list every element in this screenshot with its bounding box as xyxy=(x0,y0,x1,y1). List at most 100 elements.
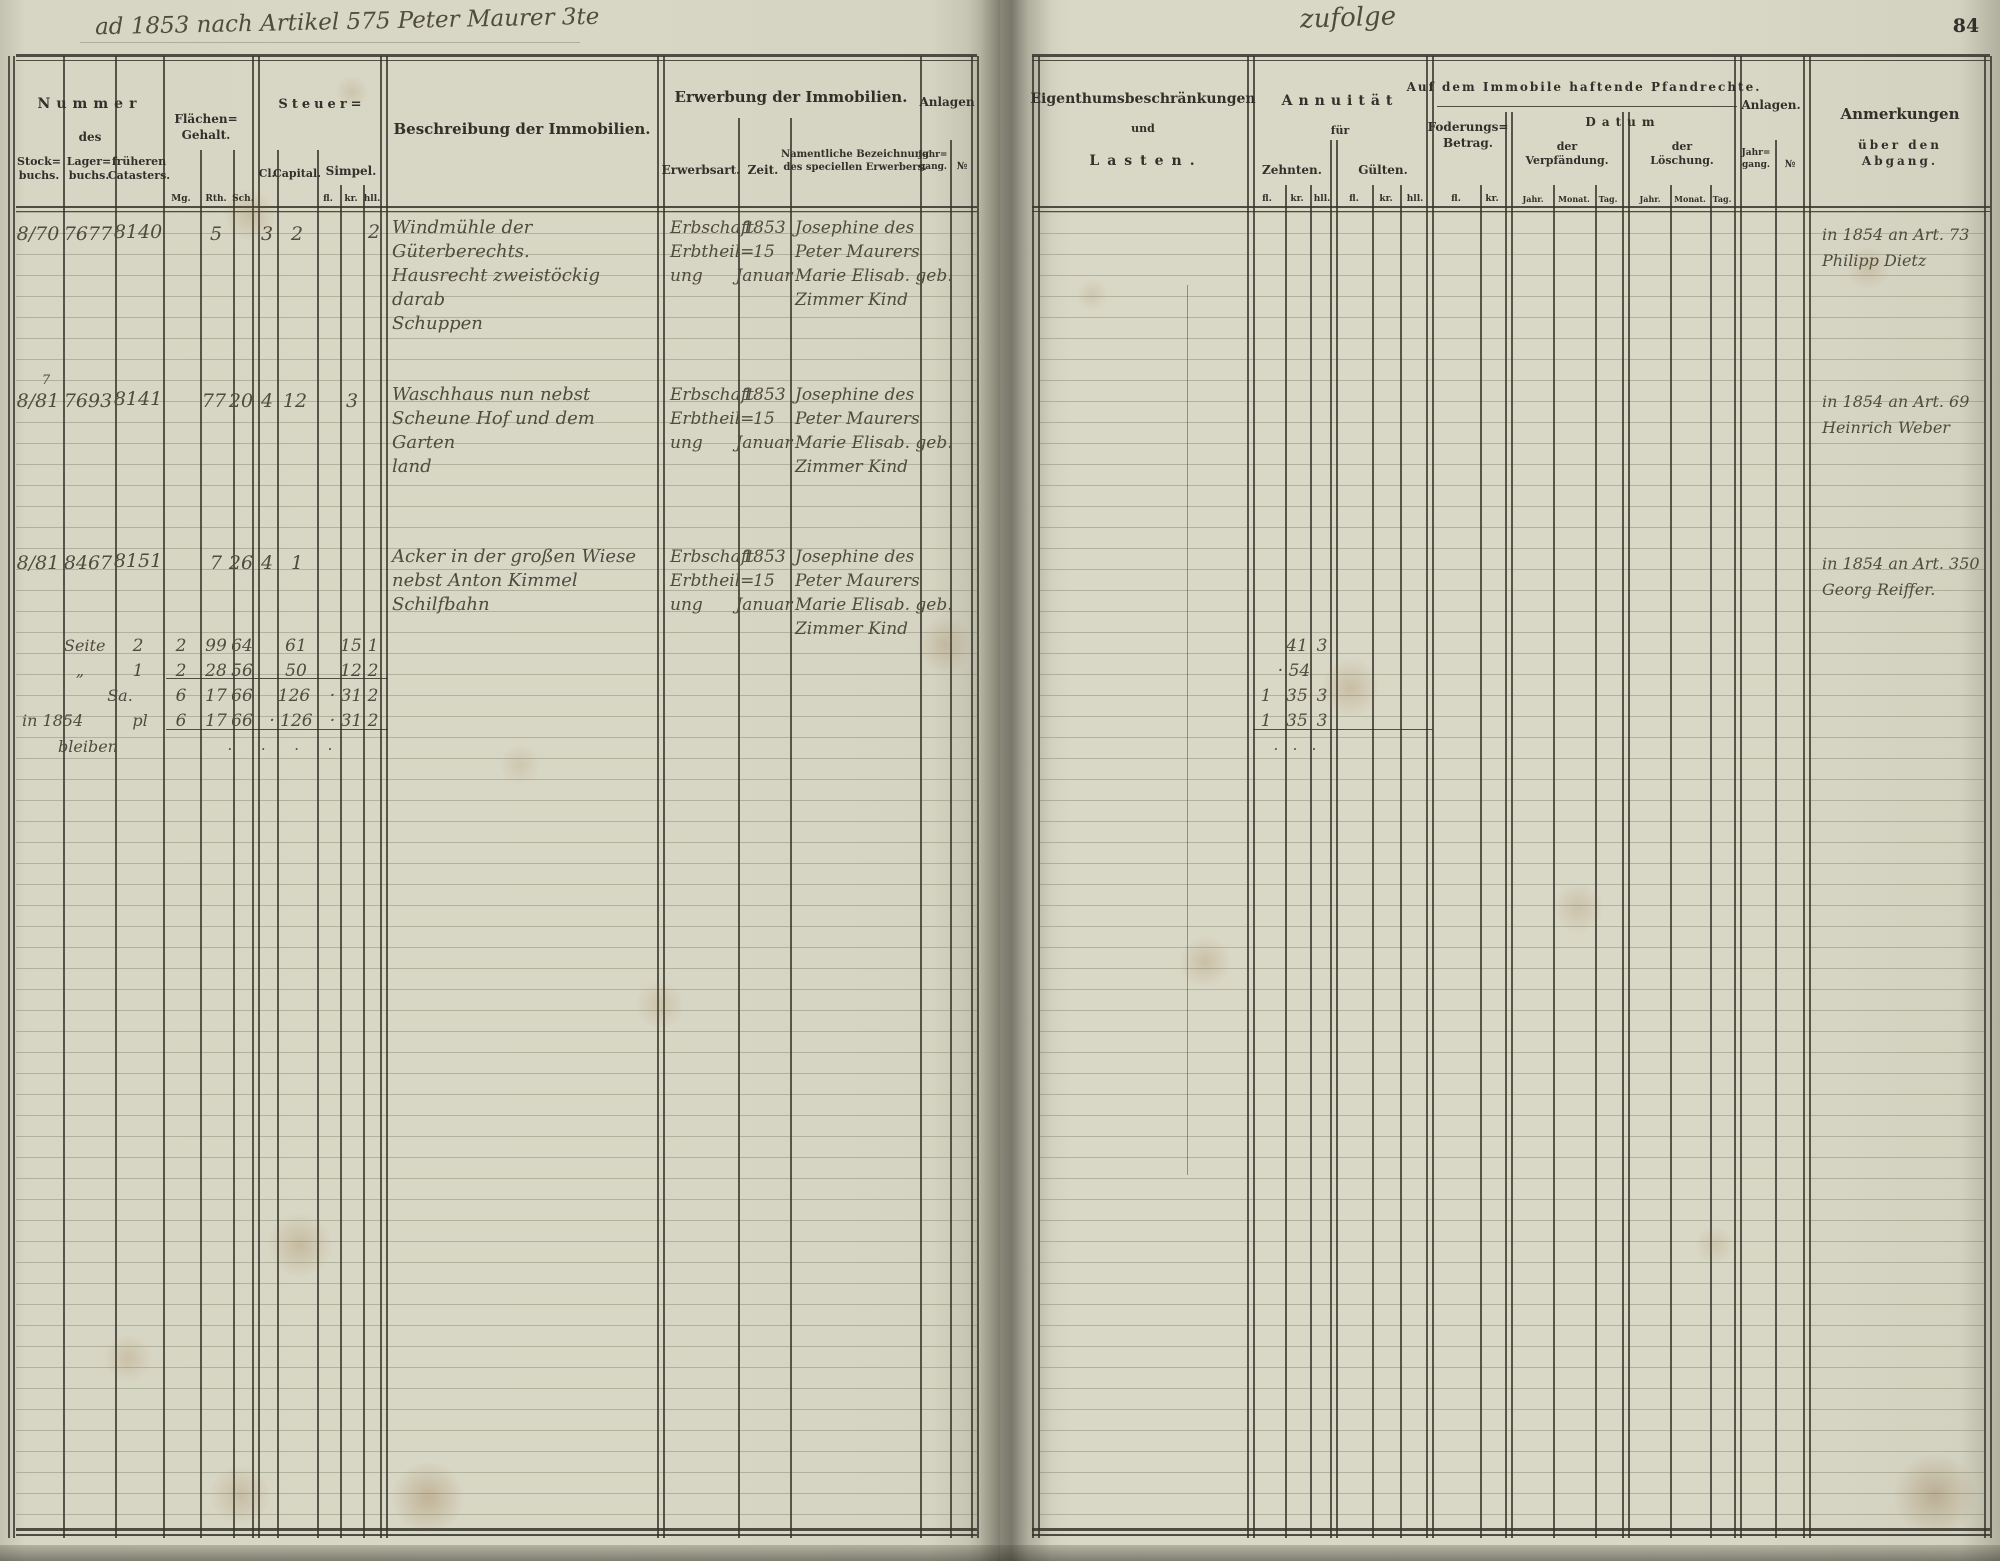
column-rule xyxy=(1372,185,1374,1538)
unit-mg: Mg. xyxy=(171,194,191,204)
sum-label: Seite xyxy=(64,636,106,655)
cell-kr: 3 xyxy=(345,390,359,412)
table-bottom-rule xyxy=(16,1534,977,1536)
sum-cataster: 2 xyxy=(132,636,144,656)
column-rule xyxy=(380,56,382,1538)
column-rule xyxy=(1426,56,1428,1538)
cell-stockbuchs-superscript: 7 xyxy=(41,373,51,388)
sum-label: Sa. xyxy=(107,686,133,705)
column-rule xyxy=(1480,185,1482,1538)
col-header-und: und xyxy=(1131,122,1155,135)
col-header-lasten: Lasten. xyxy=(1089,153,1203,169)
ink-line xyxy=(1187,285,1188,1175)
column-rule xyxy=(977,56,979,1538)
col-header-namentliche: Namentliche Bezeichnung des speciellen E… xyxy=(780,149,930,173)
column-rule xyxy=(1330,140,1332,1538)
zehnten-kr: 35 xyxy=(1286,711,1308,731)
zehnten-kr: · 54 xyxy=(1277,661,1311,681)
column-rule xyxy=(8,56,10,1538)
col-header-jahrgang-left: Jahr= gang. xyxy=(918,150,948,172)
sum-cataster: 1 xyxy=(132,661,144,681)
table-top-rule xyxy=(1032,60,1990,61)
col-header-fuer: für xyxy=(1330,124,1350,137)
column-rule xyxy=(1038,56,1040,1538)
sum-kr: 15 xyxy=(340,636,362,656)
col-header-nummer: Nummer xyxy=(37,96,143,112)
sum-capital: 126 xyxy=(277,686,311,706)
pencil-underline xyxy=(80,42,580,43)
column-rule xyxy=(258,56,260,1538)
cell-erwerbsart: Erbschaft Erbtheil= ung xyxy=(670,547,755,615)
col-header-flaechen-gehalt: Flächen= Gehalt. xyxy=(174,112,238,142)
sum-sch: 56 xyxy=(231,661,253,681)
column-rule xyxy=(163,56,165,1538)
unit-fl: fl. xyxy=(1349,194,1359,204)
col-header-beschreibung: Beschreibung der Immobilien. xyxy=(393,120,651,138)
column-rule xyxy=(1622,112,1624,1538)
unit-hll: hll. xyxy=(363,194,381,204)
unit-kr: kr. xyxy=(344,194,358,204)
col-header-guelten: Gülten. xyxy=(1358,163,1408,177)
sum-kr: · 31 xyxy=(329,711,363,731)
col-header-loeschung: der Löschung. xyxy=(1650,140,1714,168)
column-rule xyxy=(1595,185,1597,1538)
cell-cl: 3 xyxy=(260,223,274,245)
col-header-cataster: früheren Catasters. xyxy=(107,155,171,183)
col-header-anmerkungen: Anmerkungen xyxy=(1840,105,1960,123)
col-header-datum: Datum xyxy=(1585,115,1661,129)
sum-mg: 2 xyxy=(175,636,187,656)
sum-hll: 2 xyxy=(367,711,379,731)
sum-line xyxy=(1253,729,1433,730)
column-rule xyxy=(317,150,319,1538)
unit-monat: Monat. xyxy=(1674,194,1706,204)
column-rule xyxy=(1990,56,1992,1538)
sum-mg: 6 xyxy=(175,686,187,706)
cell-lagerbuchs: 7677 xyxy=(63,223,113,245)
header-bottom-rule xyxy=(16,206,977,208)
column-rule xyxy=(1511,112,1513,1538)
unit-fl: fl. xyxy=(323,194,333,204)
sum-mg: 6 xyxy=(175,711,187,731)
cell-cl: 4 xyxy=(260,552,274,574)
column-rule xyxy=(971,56,973,1538)
col-header-anlagen-left: Anlagen xyxy=(919,95,975,109)
sum-capital: · 126 xyxy=(269,711,313,731)
column-rule xyxy=(657,56,659,1538)
sum-capital: 61 xyxy=(285,636,307,656)
unit-sch: Sch. xyxy=(232,194,254,204)
cell-capital: 12 xyxy=(282,390,308,412)
unit-hll: hll. xyxy=(1313,194,1331,204)
cell-hll: 2 xyxy=(367,221,381,243)
cell-beschreibung: Acker in der großen Wiese nebst Anton Ki… xyxy=(392,546,636,615)
cell-cataster: 8141 xyxy=(113,388,163,410)
table-top-rule xyxy=(1032,54,1990,57)
header-bottom-rule xyxy=(16,211,977,212)
column-rule xyxy=(1553,185,1555,1538)
cell-cataster: 8151 xyxy=(113,550,163,572)
sum-sch: 64 xyxy=(231,636,253,656)
col-header-cl: Cl. xyxy=(258,167,276,180)
col-header-nr-left: № xyxy=(956,161,968,172)
sum-rth: 17 xyxy=(205,711,227,731)
col-header-steuer: Steuer= xyxy=(278,97,366,112)
col-header-capital: Capital. xyxy=(273,167,321,180)
page-number: 84 xyxy=(1952,15,1980,37)
sum-rth: 99 xyxy=(205,636,227,656)
cell-stockbuchs: 8/81 xyxy=(16,552,60,574)
cell-erwerbsart: Erbschaft Erbtheil= ung xyxy=(670,385,755,453)
column-rule xyxy=(1253,56,1255,1538)
column-rule xyxy=(386,56,388,1538)
sum-sch: 66 xyxy=(231,711,253,731)
zehnten-fl: 1 xyxy=(1260,711,1272,731)
column-rule xyxy=(1432,56,1434,1538)
column-rule xyxy=(1336,140,1338,1538)
sum-mg: 2 xyxy=(175,661,187,681)
col-header-zehnten: Zehnten. xyxy=(1262,163,1322,177)
column-rule xyxy=(200,150,202,1538)
cell-stockbuchs: 8/70 xyxy=(16,223,60,245)
column-rule xyxy=(1710,185,1712,1538)
page-bottom-edge xyxy=(0,1545,2000,1561)
ledger-right-page xyxy=(1000,0,2000,1561)
ledger-left-page xyxy=(0,0,1000,1561)
